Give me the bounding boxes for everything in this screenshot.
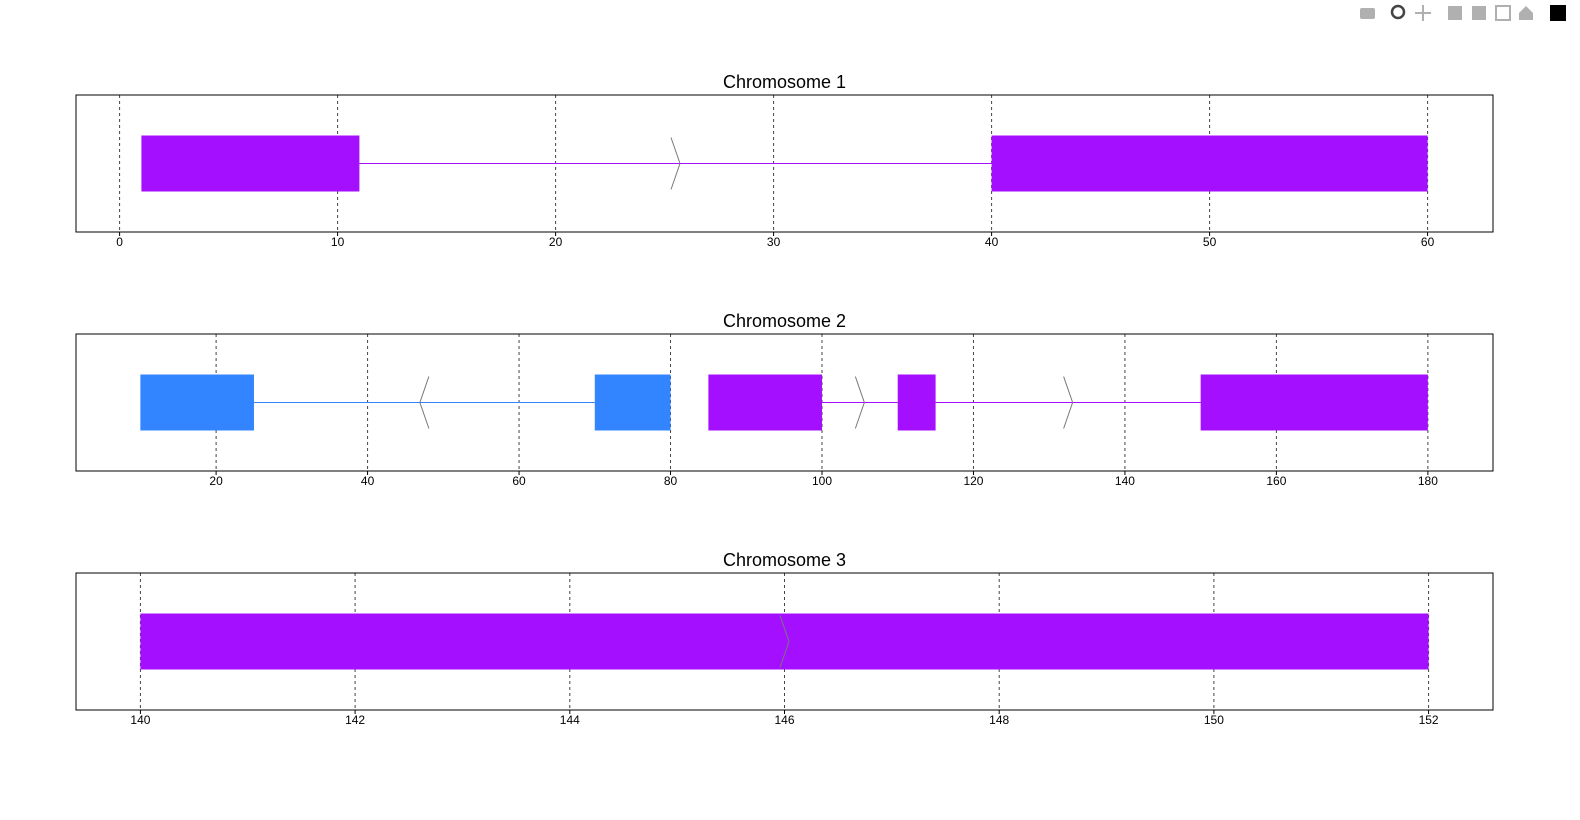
- x-tick-label: 142: [345, 713, 365, 727]
- exon: [140, 374, 254, 431]
- x-tick-label: 150: [1204, 713, 1224, 727]
- plot-frame: [75, 572, 1494, 711]
- x-tick-label: 160: [1266, 474, 1286, 488]
- x-tick-label: 146: [774, 713, 794, 727]
- zoom-button[interactable]: [1390, 4, 1406, 20]
- strand-arrow: [419, 376, 430, 429]
- strand-arrow: [779, 615, 790, 668]
- exon: [140, 613, 1429, 670]
- exon: [708, 374, 822, 431]
- plot-frame: [75, 333, 1494, 472]
- zoom-out-button[interactable]: [1472, 6, 1486, 20]
- strand-arrow: [670, 137, 681, 190]
- exon: [897, 374, 936, 431]
- x-tick-label: 60: [1421, 235, 1435, 249]
- strand-arrow: [854, 376, 865, 429]
- camera-button[interactable]: [1360, 8, 1375, 19]
- x-tick-label: 144: [560, 713, 580, 727]
- exon: [594, 374, 671, 431]
- reset-button[interactable]: [1519, 6, 1533, 20]
- exon: [1200, 374, 1428, 431]
- x-tick-label: 30: [767, 235, 781, 249]
- pan-button[interactable]: [1415, 5, 1431, 21]
- x-tick-label: 10: [331, 235, 345, 249]
- x-tick-label: 40: [361, 474, 375, 488]
- chart-title: Chromosome 3: [723, 550, 846, 570]
- x-tick-label: 20: [549, 235, 563, 249]
- strand-arrow: [1063, 376, 1074, 429]
- x-tick-label: 152: [1419, 713, 1439, 727]
- x-tick-label: 0: [116, 235, 123, 249]
- x-tick-label: 140: [130, 713, 150, 727]
- x-tick-label: 148: [989, 713, 1009, 727]
- x-tick-label: 100: [812, 474, 832, 488]
- x-tick-label: 120: [963, 474, 983, 488]
- exon: [991, 135, 1428, 192]
- logo-button[interactable]: [1550, 5, 1566, 21]
- chart-title: Chromosome 2: [723, 311, 846, 331]
- x-tick-label: 180: [1418, 474, 1438, 488]
- exon: [141, 135, 360, 192]
- zoom-in-button[interactable]: [1448, 6, 1462, 20]
- x-tick-label: 20: [209, 474, 223, 488]
- x-tick-label: 80: [664, 474, 678, 488]
- toolbar: [1360, 4, 1566, 21]
- x-tick-label: 60: [512, 474, 526, 488]
- x-tick-label: 40: [985, 235, 999, 249]
- x-tick-label: 140: [1115, 474, 1135, 488]
- x-tick-label: 50: [1203, 235, 1217, 249]
- autoscale-button[interactable]: [1495, 5, 1511, 21]
- plot-frame: [75, 94, 1494, 233]
- chart-title: Chromosome 1: [723, 72, 846, 92]
